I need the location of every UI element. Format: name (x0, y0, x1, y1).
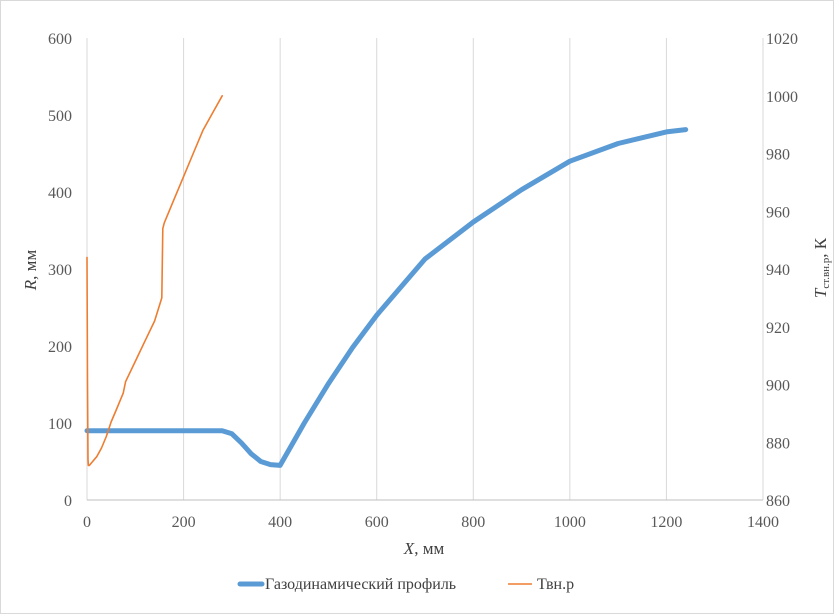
y-right-tick-label-5: 960 (766, 204, 790, 221)
y-right-tick-labels: 860 880 900 920 940 960 980 1000 1020 (766, 31, 798, 510)
y-right-axis-title-unit: , К (811, 237, 830, 258)
legend-label-twall: Твн.р (537, 576, 574, 593)
x-axis-title-var: X (403, 539, 415, 558)
grid (86, 38, 764, 500)
x-tick-label-2: 400 (268, 514, 292, 531)
y-right-tick-label-0: 860 (766, 493, 790, 510)
series-line-gas-profile (84, 127, 689, 468)
y-right-tick-label-2: 900 (766, 378, 790, 395)
x-tick-label-4: 800 (461, 514, 485, 531)
y-right-axis-title-sub: ст.вн.р (820, 257, 832, 288)
x-axis-title: X, мм (403, 539, 445, 558)
y-left-axis-title-var: R (21, 279, 40, 291)
y-right-tick-label-1: 880 (766, 435, 790, 452)
y-left-axis-title: R, мм (21, 250, 40, 292)
y-left-tick-label-3: 300 (48, 262, 72, 279)
y-left-axis-title-unit: , мм (21, 250, 40, 280)
y-right-tick-label-7: 1000 (766, 89, 798, 106)
y-left-tick-label-4: 400 (48, 185, 72, 202)
y-left-tick-label-2: 200 (48, 339, 72, 356)
y-right-tick-label-8: 1020 (766, 31, 798, 48)
y-right-tick-label-3: 920 (766, 320, 790, 337)
x-tick-labels: 0 200 400 600 800 1000 1200 1400 (83, 514, 779, 531)
x-tick-label-3: 600 (365, 514, 389, 531)
y-left-tick-labels: 0 100 200 300 400 500 600 (48, 31, 72, 510)
y-left-tick-label-5: 500 (48, 108, 72, 125)
x-axis-title-unit: , мм (414, 539, 444, 558)
y-right-axis-title: Tст.вн.р, К (811, 237, 832, 298)
x-tick-label-6: 1200 (650, 514, 682, 531)
y-left-tick-label-1: 100 (48, 416, 72, 433)
x-tick-label-0: 0 (83, 514, 91, 531)
y-left-tick-label-0: 0 (64, 493, 72, 510)
x-tick-label-7: 1400 (747, 514, 779, 531)
x-tick-label-1: 200 (172, 514, 196, 531)
y-right-tick-label-6: 980 (766, 147, 790, 164)
y-right-axis-title-var: T (811, 287, 830, 298)
y-right-tick-label-4: 940 (766, 262, 790, 279)
x-tick-label-5: 1000 (554, 514, 586, 531)
y-left-tick-label-6: 600 (48, 31, 72, 48)
series-layer (84, 95, 689, 468)
series-line-twall (86, 95, 223, 467)
legend-label-gas-profile: Газодинамический профиль (265, 576, 456, 593)
legend: Газодинамический профиль Твн.р (237, 576, 574, 593)
